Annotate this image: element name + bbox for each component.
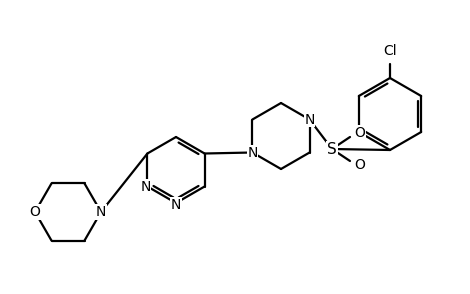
Text: N: N [305, 113, 315, 126]
Text: N: N [247, 146, 258, 160]
Text: O: O [30, 205, 40, 219]
Text: O: O [354, 158, 365, 172]
Text: O: O [354, 126, 365, 140]
Text: N: N [171, 198, 181, 212]
Text: S: S [327, 141, 337, 156]
Text: Cl: Cl [383, 44, 397, 58]
Text: N: N [140, 180, 150, 193]
Text: N: N [96, 205, 106, 219]
